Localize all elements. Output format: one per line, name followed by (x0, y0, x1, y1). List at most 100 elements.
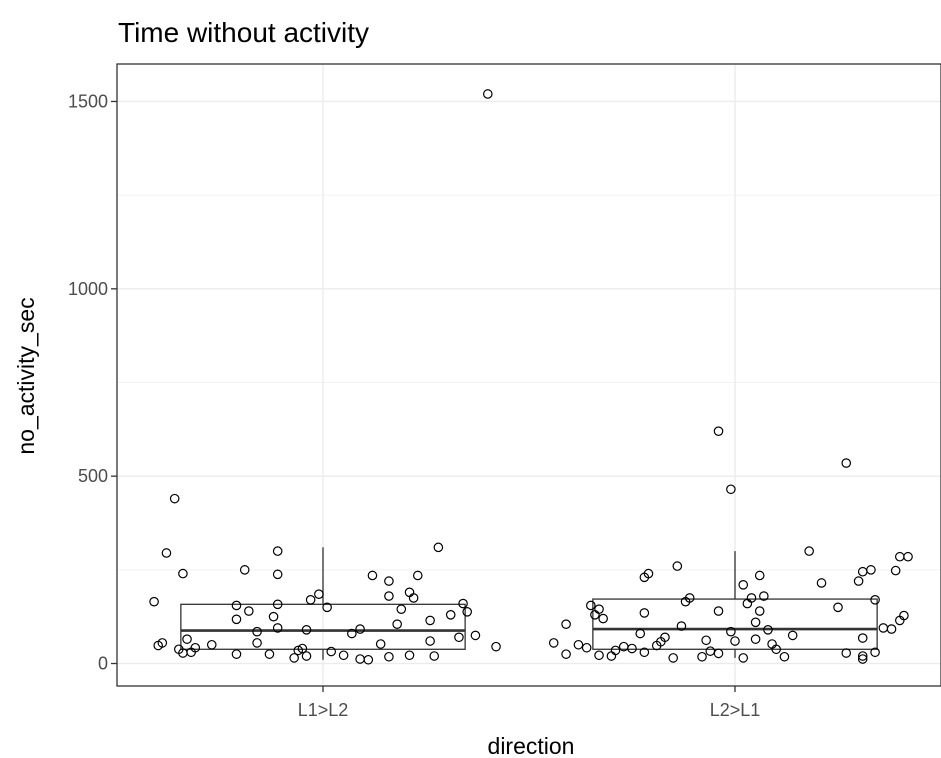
data-point (886, 624, 897, 634)
data-point (639, 608, 650, 618)
data-point (573, 639, 584, 650)
data-point (779, 651, 790, 662)
data-point (384, 576, 394, 586)
y-axis-label: no_activity_sec (13, 297, 39, 454)
data-point (244, 606, 254, 616)
data-point (890, 565, 901, 576)
data-point (726, 484, 736, 495)
x-tick-label: L2>L1 (710, 700, 761, 720)
y-tick-label: 0 (98, 654, 108, 674)
data-point (816, 578, 827, 588)
data-point (425, 615, 435, 626)
data-point (870, 595, 880, 605)
data-point (301, 651, 312, 661)
panel-background (117, 64, 941, 686)
data-point (338, 650, 349, 661)
data-point (804, 546, 814, 556)
data-point (833, 602, 843, 613)
box-iqr (592, 598, 878, 650)
data-point (594, 650, 604, 661)
data-point (268, 611, 279, 622)
data-point (713, 648, 724, 659)
data-point (462, 607, 472, 617)
data-point (585, 600, 596, 611)
data-point (433, 542, 444, 553)
data-point (231, 614, 242, 625)
data-point (680, 596, 691, 607)
data-point (231, 600, 242, 611)
y-tick-label: 1000 (68, 279, 108, 299)
data-point (639, 572, 650, 583)
data-point (701, 635, 711, 646)
data-point (169, 493, 180, 504)
data-point (149, 596, 159, 607)
data-point (841, 648, 852, 658)
data-point (347, 628, 357, 639)
data-point (322, 602, 332, 613)
data-point (903, 551, 913, 562)
data-point (853, 576, 864, 586)
data-point (375, 639, 386, 649)
data-point (639, 647, 650, 658)
data-point (750, 634, 761, 644)
data-point (635, 628, 646, 639)
data-point (491, 641, 501, 652)
data-point (384, 591, 394, 601)
data-point (697, 651, 707, 662)
x-axis-label: direction (488, 733, 575, 758)
data-point (355, 624, 365, 634)
data-point (326, 646, 337, 657)
data-point (182, 634, 192, 644)
data-point (363, 654, 374, 665)
plot-panel: 0 500 1000 1500 L1>L2 L2>L1 (68, 63, 941, 720)
data-point (742, 598, 753, 609)
data-point (857, 633, 868, 643)
data-point (676, 621, 687, 631)
data-point (713, 606, 724, 616)
data-point (598, 613, 608, 624)
data-point (314, 589, 324, 599)
y-tick-label: 500 (78, 466, 108, 486)
box-iqr (180, 603, 466, 650)
data-point (857, 654, 868, 664)
data-point (668, 653, 678, 663)
data-point (763, 624, 773, 635)
data-point (231, 649, 242, 659)
data-point (726, 626, 736, 637)
data-point (750, 617, 761, 628)
data-point (272, 569, 283, 580)
data-point (384, 651, 394, 662)
data-point (293, 645, 304, 656)
data-point (482, 89, 493, 99)
data-point (206, 639, 217, 650)
data-point (771, 644, 781, 655)
data-point (252, 626, 262, 637)
data-point (396, 604, 407, 614)
data-point (857, 651, 868, 661)
data-point (738, 580, 749, 590)
data-point (404, 650, 415, 661)
data-point (408, 593, 419, 603)
data-point (392, 619, 402, 629)
data-point (754, 570, 765, 581)
data-point (470, 630, 481, 641)
data-point (454, 632, 464, 643)
panel-border (116, 63, 941, 687)
data-point (894, 615, 905, 626)
data-point (178, 648, 188, 658)
data-point (759, 591, 769, 601)
data-point (367, 570, 378, 581)
data-point (425, 636, 435, 646)
data-point (305, 595, 316, 605)
data-point (730, 636, 740, 646)
data-point (561, 619, 571, 629)
chart-title: Time without activity (118, 17, 369, 48)
data-point (301, 624, 312, 635)
data-point (627, 643, 637, 654)
data-point (445, 610, 456, 620)
data-point (841, 458, 852, 468)
data-point (252, 638, 262, 648)
data-point (738, 653, 749, 663)
data-point (272, 599, 283, 610)
